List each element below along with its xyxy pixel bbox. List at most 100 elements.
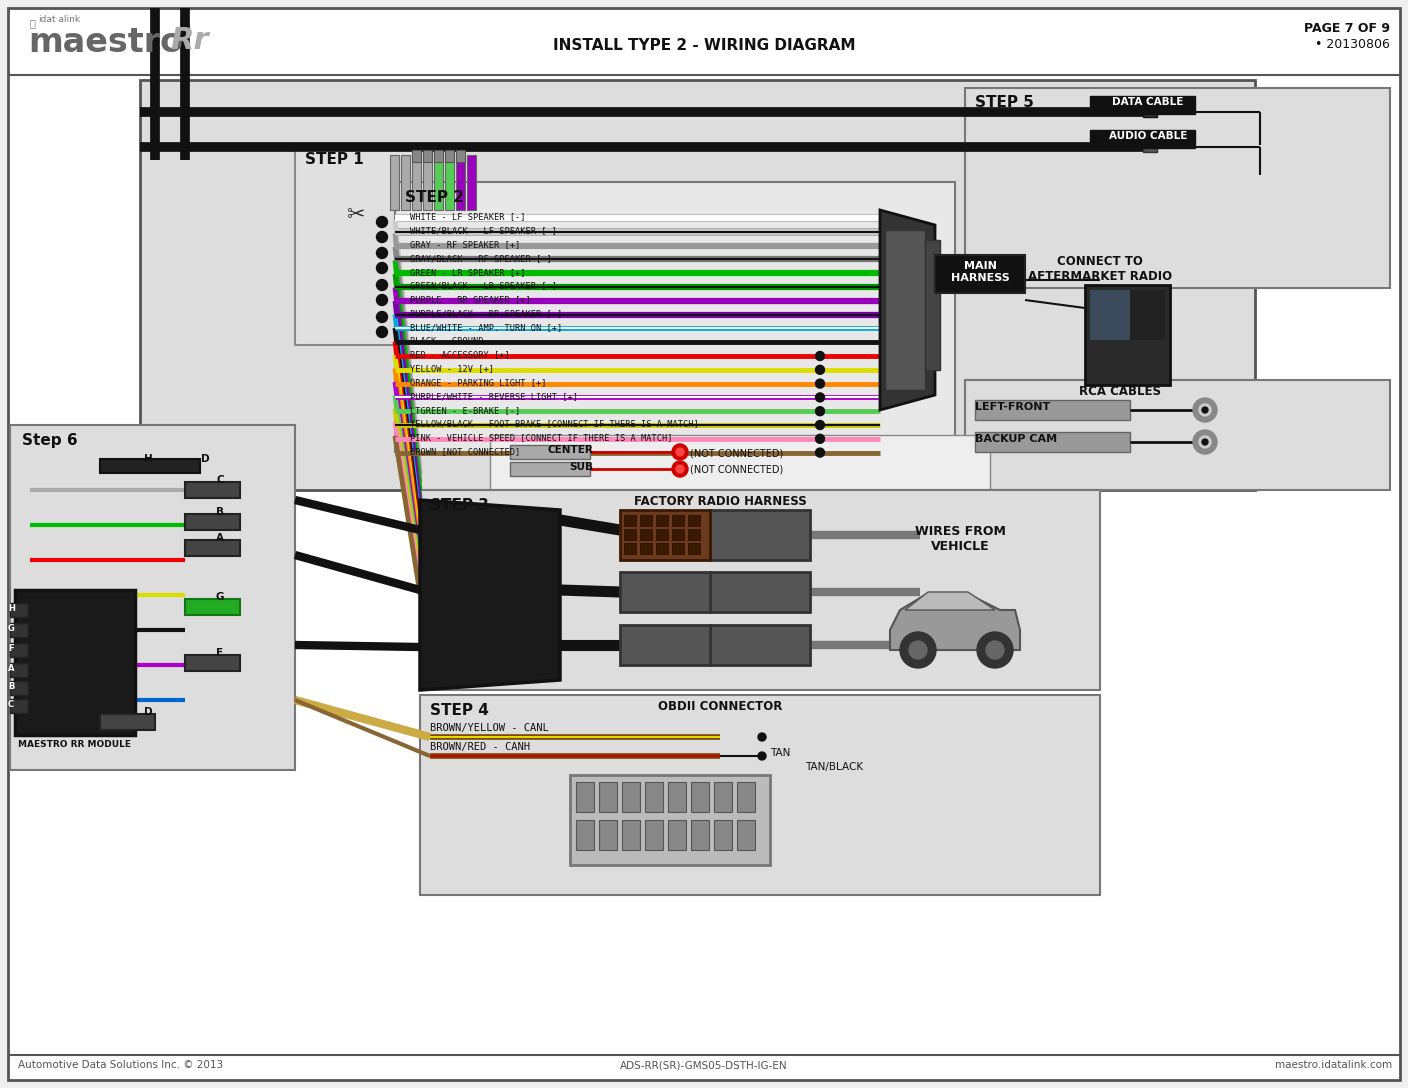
- Bar: [296, 145, 460, 345]
- Circle shape: [815, 379, 825, 388]
- Circle shape: [672, 444, 689, 460]
- Text: LEFT-FRONT: LEFT-FRONT: [974, 401, 1050, 412]
- Text: PURPLE - RR SPEAKER [+]: PURPLE - RR SPEAKER [+]: [410, 295, 531, 305]
- Text: PINK - VEHICLE SPEED [CONNECT IF THERE IS A MATCH]: PINK - VEHICLE SPEED [CONNECT IF THERE I…: [410, 433, 673, 443]
- Circle shape: [1193, 430, 1217, 454]
- Circle shape: [815, 407, 825, 416]
- Bar: [576, 820, 594, 850]
- Text: (NOT CONNECTED): (NOT CONNECTED): [690, 465, 783, 475]
- Text: ADS-RR(SR)-GMS05-DSTH-IG-EN: ADS-RR(SR)-GMS05-DSTH-IG-EN: [620, 1060, 788, 1070]
- Bar: [672, 515, 684, 526]
- Bar: [510, 445, 590, 459]
- Text: AUDIO CABLE: AUDIO CABLE: [1110, 131, 1187, 141]
- Bar: [598, 782, 617, 812]
- Bar: [935, 255, 1025, 293]
- Bar: [434, 154, 444, 210]
- Bar: [576, 782, 594, 812]
- Text: OBDII CONNECTOR: OBDII CONNECTOR: [658, 700, 783, 713]
- Bar: [622, 782, 641, 812]
- Text: TAN: TAN: [770, 749, 790, 758]
- Bar: [184, 540, 239, 556]
- Circle shape: [376, 295, 387, 306]
- Bar: [467, 154, 476, 210]
- Bar: [413, 150, 421, 162]
- Circle shape: [1200, 436, 1211, 448]
- Circle shape: [1200, 404, 1211, 416]
- Circle shape: [376, 247, 387, 259]
- Text: • 20130806: • 20130806: [1315, 38, 1390, 51]
- Text: G: G: [215, 592, 224, 602]
- Bar: [689, 543, 700, 554]
- Text: GREEN - LR SPEAKER [+]: GREEN - LR SPEAKER [+]: [410, 268, 525, 276]
- Bar: [396, 182, 955, 452]
- Bar: [641, 543, 652, 554]
- Bar: [667, 782, 686, 812]
- Circle shape: [676, 465, 684, 473]
- Text: Rr: Rr: [170, 26, 208, 55]
- Bar: [10, 681, 28, 695]
- Polygon shape: [905, 592, 995, 610]
- Bar: [1090, 96, 1195, 114]
- Bar: [691, 820, 710, 850]
- Bar: [445, 150, 453, 162]
- Bar: [656, 515, 667, 526]
- Bar: [510, 462, 590, 477]
- Circle shape: [815, 434, 825, 443]
- Bar: [925, 240, 941, 370]
- Bar: [100, 714, 155, 730]
- Bar: [420, 490, 1100, 690]
- Bar: [445, 154, 453, 210]
- Circle shape: [376, 311, 387, 322]
- Text: STEP 4: STEP 4: [429, 703, 489, 718]
- Text: STEP 5: STEP 5: [974, 95, 1033, 110]
- Text: D: D: [144, 707, 152, 717]
- Text: GREEN/BLACK - LR SPEAKER [-]: GREEN/BLACK - LR SPEAKER [-]: [410, 282, 558, 290]
- Bar: [456, 154, 465, 210]
- Circle shape: [376, 232, 387, 243]
- Text: Step 6: Step 6: [23, 433, 77, 448]
- Text: H: H: [144, 454, 152, 463]
- Bar: [15, 590, 135, 735]
- Text: PURPLE/WHITE - REVERSE LIGHT [+]: PURPLE/WHITE - REVERSE LIGHT [+]: [410, 392, 579, 400]
- Bar: [656, 543, 667, 554]
- Text: CONNECT TO
AFTERMARKET RADIO: CONNECT TO AFTERMARKET RADIO: [1028, 255, 1171, 283]
- Text: B: B: [215, 507, 224, 517]
- Text: B: B: [8, 682, 14, 691]
- Circle shape: [376, 217, 387, 227]
- Bar: [736, 782, 755, 812]
- Circle shape: [900, 632, 936, 668]
- Text: maestro.idatalink.com: maestro.idatalink.com: [1274, 1060, 1393, 1070]
- Bar: [401, 154, 410, 210]
- Text: OMS05 T-HARNESS: OMS05 T-HARNESS: [429, 585, 539, 595]
- Circle shape: [815, 448, 825, 457]
- Polygon shape: [880, 210, 935, 410]
- Text: WHITE/BLACK - LF SPEAKER [-]: WHITE/BLACK - LF SPEAKER [-]: [410, 226, 558, 235]
- Bar: [10, 603, 28, 617]
- Bar: [10, 425, 296, 770]
- Bar: [1090, 129, 1195, 148]
- Text: STEP 2: STEP 2: [406, 190, 465, 205]
- Bar: [413, 154, 421, 210]
- Text: YELLOW/BLACK - FOOT BRAKE [CONNECT IF THERE IS A MATCH]: YELLOW/BLACK - FOOT BRAKE [CONNECT IF TH…: [410, 420, 698, 429]
- Text: MAESTRO RR MODULE: MAESTRO RR MODULE: [18, 740, 131, 749]
- Text: GRAY - RF SPEAKER [+]: GRAY - RF SPEAKER [+]: [410, 240, 520, 249]
- Bar: [1143, 107, 1157, 118]
- Circle shape: [376, 262, 387, 273]
- Text: LTGREEN - E-BRAKE [-]: LTGREEN - E-BRAKE [-]: [410, 406, 520, 415]
- Bar: [645, 820, 663, 850]
- Text: BROWN [NOT CONNECTED]: BROWN [NOT CONNECTED]: [410, 447, 520, 456]
- Text: RED - ACCESSORY [+]: RED - ACCESSORY [+]: [410, 350, 510, 359]
- Bar: [689, 515, 700, 526]
- Bar: [422, 150, 432, 162]
- Bar: [456, 150, 465, 162]
- Bar: [672, 529, 684, 540]
- Text: BROWN/RED - CANH: BROWN/RED - CANH: [429, 742, 529, 752]
- Bar: [672, 543, 684, 554]
- Text: idat·alink: idat·alink: [38, 15, 80, 24]
- Circle shape: [376, 326, 387, 337]
- Bar: [714, 782, 732, 812]
- Bar: [598, 820, 617, 850]
- Text: YELLOW - 12V [+]: YELLOW - 12V [+]: [410, 364, 494, 373]
- Bar: [10, 663, 28, 677]
- Circle shape: [815, 393, 825, 401]
